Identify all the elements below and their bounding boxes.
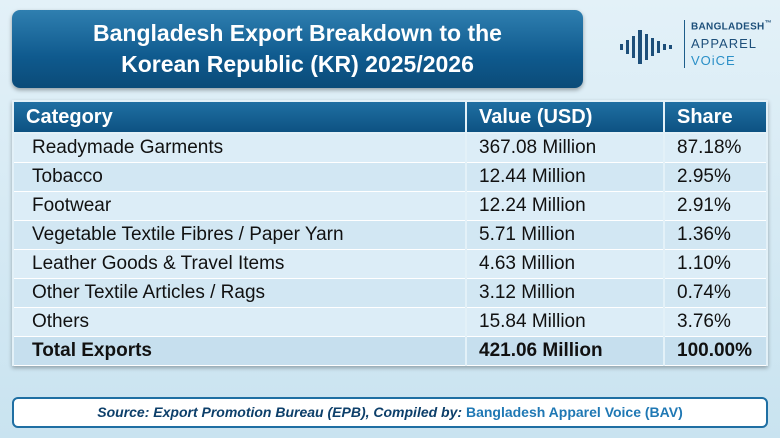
credit-text: Bangladesh Apparel Voice (BAV) bbox=[465, 404, 683, 420]
table-cell: 5.71 Million bbox=[465, 220, 665, 250]
table-cell: 421.06 Million bbox=[465, 336, 665, 366]
table-row: Vegetable Textile Fibres / Paper Yarn 5.7… bbox=[12, 220, 768, 250]
table-cell: 2.91% bbox=[663, 191, 768, 221]
title-line: Korean Republic (KR) 2025/2026 bbox=[121, 51, 474, 77]
table-row: Others 15.84 Million 3.76% bbox=[12, 307, 768, 337]
logo-line: BANGLADESH bbox=[691, 21, 765, 33]
logo-line: VOiCE bbox=[691, 53, 736, 69]
table-cell: Other Textile Articles / Rags bbox=[12, 278, 467, 308]
table-cell: 87.18% bbox=[663, 132, 768, 163]
table-cell: Leather Goods & Travel Items bbox=[12, 249, 467, 279]
logo-line: APPAREL bbox=[691, 36, 758, 52]
table-cell: 1.36% bbox=[663, 220, 768, 250]
table-body: Readymade Garments 367.08 Million 87.18% To… bbox=[12, 132, 768, 366]
table-cell: 12.44 Million bbox=[465, 162, 665, 192]
column-header: Category bbox=[12, 100, 467, 134]
title-line: Bangladesh Export Breakdown to the bbox=[93, 20, 502, 46]
table-row: Other Textile Articles / Rags 3.12 Millio… bbox=[12, 278, 768, 308]
logo-icon bbox=[620, 30, 672, 64]
table-cell: 100.00% bbox=[663, 336, 768, 366]
table-row: Tobacco 12.44 Million 2.95% bbox=[12, 162, 768, 192]
column-header: Value (USD) bbox=[465, 100, 665, 134]
table-row: Total Exports 421.06 Million 100.00% bbox=[12, 336, 768, 366]
table-cell: 4.63 Million bbox=[465, 249, 665, 279]
table-row: Leather Goods & Travel Items 4.63 Million… bbox=[12, 249, 768, 279]
table-cell: Readymade Garments bbox=[12, 132, 467, 163]
table-cell: Total Exports bbox=[12, 336, 467, 366]
export-table: Category Value (USD) Share Readymade Garme… bbox=[12, 100, 768, 366]
title-box: Bangladesh Export Breakdown to the Korea… bbox=[12, 10, 583, 88]
table-cell: Others bbox=[12, 307, 467, 337]
logo: BANGLADESH™ APPAREL VOiCE bbox=[618, 18, 772, 80]
source-box: Source: Export Promotion Bureau (EPB), C… bbox=[12, 397, 768, 428]
logo-tm: ™ bbox=[764, 20, 772, 27]
table-cell: 0.74% bbox=[663, 278, 768, 308]
table-row: Readymade Garments 367.08 Million 87.18% bbox=[12, 132, 768, 163]
table-cell: 3.76% bbox=[663, 307, 768, 337]
column-header: Share bbox=[663, 100, 768, 134]
table-cell: 3.12 Million bbox=[465, 278, 665, 308]
table-cell: Tobacco bbox=[12, 162, 467, 192]
table-cell: Footwear bbox=[12, 191, 467, 221]
table-cell: 367.08 Million bbox=[465, 132, 665, 163]
source-text: Source: Export Promotion Bureau (EPB), C… bbox=[97, 404, 463, 420]
table-cell: 1.10% bbox=[663, 249, 768, 279]
table-row: Footwear 12.24 Million 2.91% bbox=[12, 191, 768, 221]
table-cell: Vegetable Textile Fibres / Paper Yarn bbox=[12, 220, 467, 250]
logo-text: BANGLADESH™ APPAREL VOiCE bbox=[684, 20, 772, 69]
header-row: Category Value (USD) Share bbox=[12, 100, 768, 134]
table-cell: 15.84 Million bbox=[465, 307, 665, 337]
table-cell: 2.95% bbox=[663, 162, 768, 192]
table-cell: 12.24 Million bbox=[465, 191, 665, 221]
